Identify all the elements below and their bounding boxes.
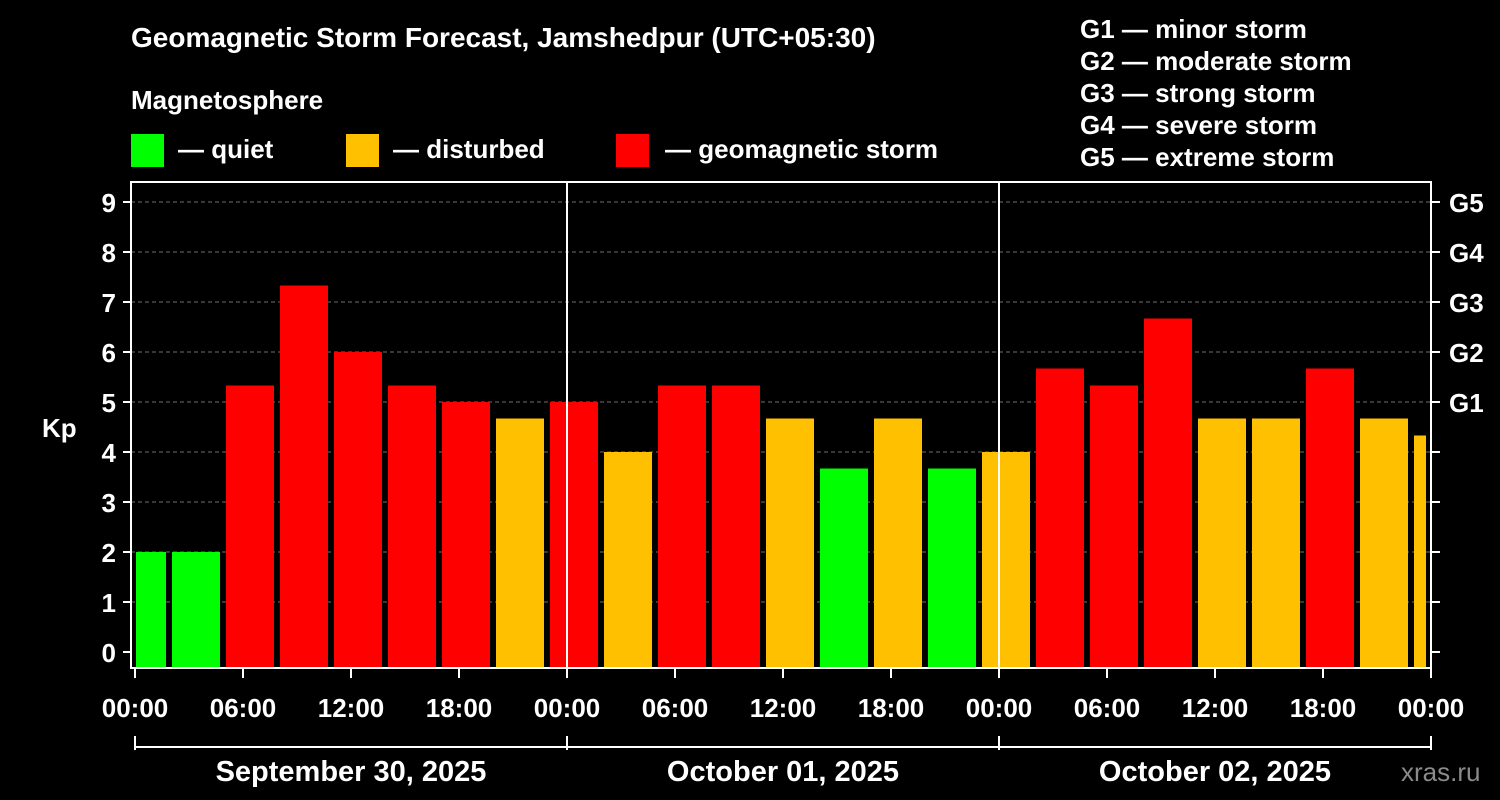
- kp-bar: [496, 418, 544, 668]
- plot-frame: [130, 181, 1432, 669]
- x-tick-label: 06:00: [1074, 693, 1141, 723]
- y-tick-label: 2: [102, 538, 116, 568]
- kp-bar: [172, 552, 220, 668]
- y-tick-label: 6: [102, 338, 116, 368]
- g-level-g3: G3 — strong storm: [1080, 78, 1316, 108]
- kp-bar: [604, 452, 652, 668]
- kp-bar: [442, 402, 490, 668]
- y-axis-label: Kp: [42, 413, 77, 443]
- watermark: xras.ru: [1401, 757, 1480, 787]
- g-level-tick-label: G5: [1449, 188, 1484, 218]
- kp-bar: [766, 418, 814, 668]
- kp-bar: [1252, 418, 1300, 668]
- legend-heading: Magnetosphere: [131, 85, 324, 115]
- y-tick-label: 9: [102, 188, 116, 218]
- x-tick-label: 12:00: [750, 693, 817, 723]
- g-level-tick-label: G4: [1449, 238, 1484, 268]
- legend-swatch-quiet: [131, 134, 164, 167]
- legend-label-quiet: — quiet: [178, 134, 274, 164]
- kp-bar: [388, 385, 436, 668]
- kp-bar: [1036, 368, 1084, 668]
- chart-title: Geomagnetic Storm Forecast, Jamshedpur (…: [131, 22, 876, 53]
- kp-bar: [550, 402, 598, 668]
- g-level-g2: G2 — moderate storm: [1080, 46, 1352, 76]
- kp-bar: [136, 552, 166, 668]
- x-tick-label: 00:00: [102, 693, 169, 723]
- legend-swatch-disturbed: [346, 134, 379, 167]
- kp-bar: [1144, 318, 1192, 668]
- kp-bar: [226, 385, 274, 668]
- y-tick-label: 4: [102, 438, 117, 468]
- x-tick-label: 06:00: [210, 693, 277, 723]
- y-tick-label: 0: [102, 638, 116, 668]
- kp-bar: [1306, 368, 1354, 668]
- kp-bar: [334, 352, 382, 668]
- kp-bar: [928, 468, 976, 668]
- kp-bar: [874, 418, 922, 668]
- x-tick-label: 12:00: [1182, 693, 1249, 723]
- y-tick-label: 5: [102, 388, 116, 418]
- x-tick-label: 00:00: [534, 693, 601, 723]
- kp-bar: [1360, 418, 1408, 668]
- x-tick-label: 12:00: [318, 693, 385, 723]
- g-level-tick-label: G1: [1449, 388, 1484, 418]
- day-label: October 02, 2025: [1099, 756, 1331, 788]
- kp-bar: [712, 385, 760, 668]
- x-tick-label: 00:00: [1398, 693, 1465, 723]
- day-label: October 01, 2025: [667, 756, 899, 788]
- y-tick-label: 3: [102, 488, 116, 518]
- g-level-g5: G5 — extreme storm: [1080, 142, 1335, 172]
- g-level-g4: G4 — severe storm: [1080, 110, 1318, 140]
- x-tick-label: 18:00: [858, 693, 925, 723]
- kp-bar: [1414, 435, 1426, 668]
- day-label: September 30, 2025: [216, 756, 487, 788]
- legend-swatch-storm: [616, 134, 649, 167]
- legend-label-storm: — geomagnetic storm: [665, 134, 939, 164]
- kp-bar: [658, 385, 706, 668]
- g-level-g1: G1 — minor storm: [1080, 14, 1307, 44]
- y-tick-label: 7: [102, 288, 116, 318]
- x-tick-label: 18:00: [1290, 693, 1357, 723]
- kp-bar: [820, 468, 868, 668]
- g-level-tick-label: G2: [1449, 338, 1484, 368]
- y-tick-label: 1: [102, 588, 116, 618]
- x-tick-label: 18:00: [426, 693, 493, 723]
- legend-label-disturbed: — disturbed: [393, 134, 545, 164]
- kp-bar: [280, 285, 328, 668]
- g-level-tick-label: G3: [1449, 288, 1484, 318]
- kp-bar: [982, 452, 1030, 668]
- kp-bar: [1198, 418, 1246, 668]
- y-tick-label: 8: [102, 238, 116, 268]
- x-tick-label: 06:00: [642, 693, 709, 723]
- kp-bar: [1090, 385, 1138, 668]
- x-tick-label: 00:00: [966, 693, 1033, 723]
